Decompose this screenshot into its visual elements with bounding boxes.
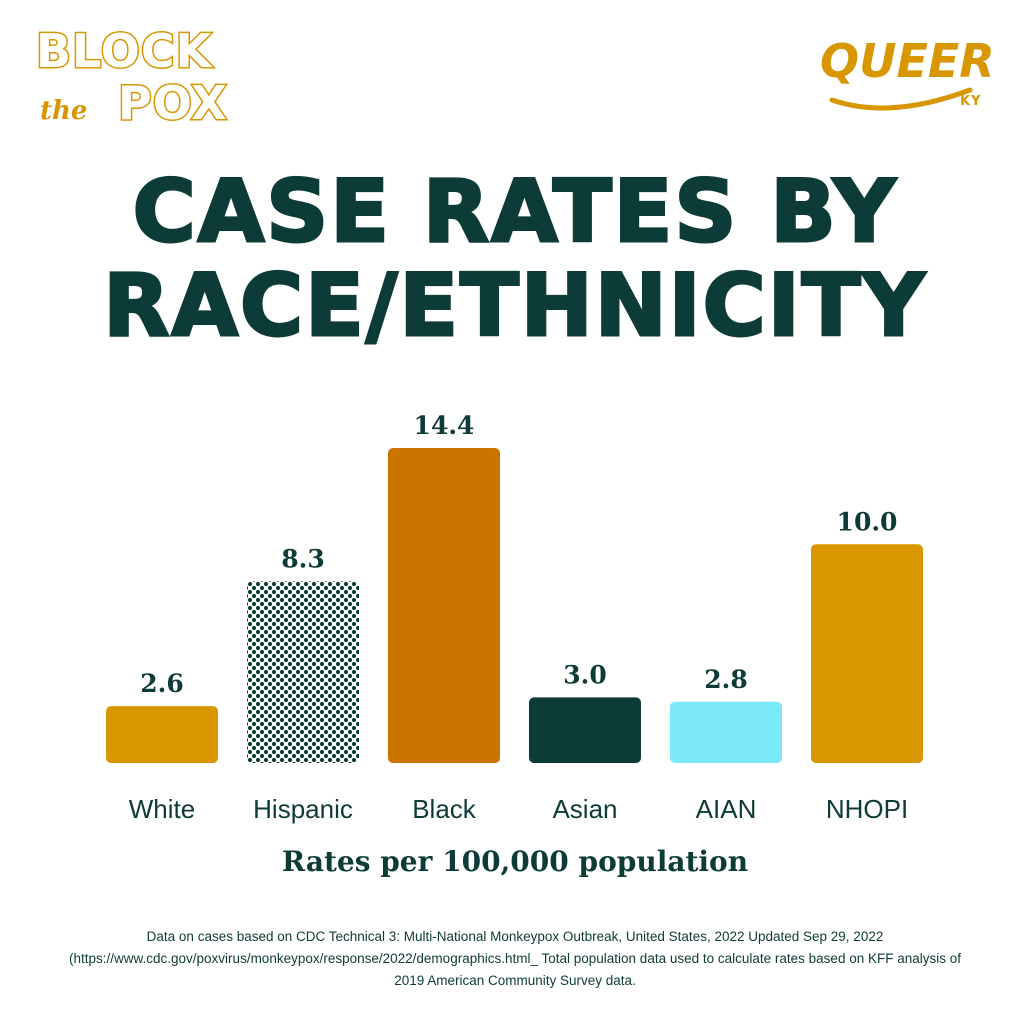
value-label-black: 14.4 — [414, 411, 475, 440]
bar-nhopi — [811, 544, 923, 763]
value-label-hispanic: 8.3 — [281, 544, 325, 573]
bar-aian — [670, 701, 782, 763]
value-label-nhopi: 10.0 — [837, 507, 898, 536]
queer-ky-logo: QUEER KY — [820, 38, 995, 118]
bar-white — [106, 706, 218, 763]
category-label-black: Black — [412, 794, 477, 824]
logo-right-main: QUEER — [820, 34, 995, 88]
source-footnote: Data on cases based on CDC Technical 3: … — [69, 929, 961, 988]
logo-right-sub: KY — [960, 94, 982, 109]
bar-asian — [529, 697, 641, 763]
chart-title: CASE RATES BY RACE/ETHNICITY — [102, 162, 927, 356]
value-label-aian: 2.8 — [704, 665, 748, 694]
category-label-asian: Asian — [552, 794, 617, 824]
bar-hispanic — [247, 581, 359, 763]
block-the-pox-logo: BLOCK the POX — [34, 24, 256, 130]
category-label-hispanic: Hispanic — [253, 794, 353, 824]
logo-left-line2: the — [40, 96, 88, 126]
bar-black — [388, 448, 500, 763]
value-label-white: 2.6 — [140, 669, 184, 698]
logo-left-line3: POX — [117, 76, 229, 130]
logo-left-line1: BLOCK — [34, 24, 213, 78]
x-axis-title: Rates per 100,000 population — [281, 845, 749, 878]
category-label-nhopi: NHOPI — [826, 794, 908, 824]
category-label-aian: AIAN — [696, 794, 757, 824]
value-label-asian: 3.0 — [563, 660, 607, 689]
bar-chart: 2.6 White 8.3 Hispanic 14.4 Black 3.0 Asian 2.8 A… — [106, 411, 923, 824]
queer-ky-swoosh — [829, 87, 973, 111]
category-label-white: White — [129, 794, 195, 824]
